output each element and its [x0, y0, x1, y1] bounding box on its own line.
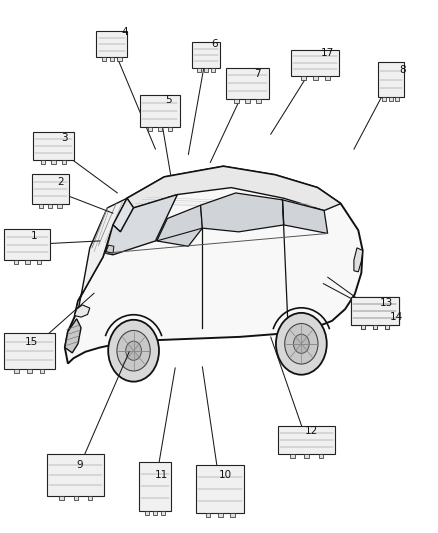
- Polygon shape: [283, 200, 328, 233]
- Bar: [382, 97, 386, 101]
- Circle shape: [126, 341, 141, 360]
- Bar: [291, 50, 339, 76]
- Circle shape: [117, 330, 150, 371]
- Polygon shape: [65, 319, 81, 353]
- Bar: [62, 160, 66, 164]
- Text: 5: 5: [165, 95, 172, 105]
- Text: 10: 10: [219, 471, 232, 480]
- Text: 2: 2: [57, 177, 64, 187]
- Bar: [40, 369, 44, 373]
- Bar: [389, 97, 393, 101]
- Bar: [4, 229, 50, 260]
- Bar: [110, 57, 114, 61]
- Polygon shape: [127, 166, 341, 211]
- Bar: [14, 260, 18, 264]
- Text: 8: 8: [399, 66, 406, 75]
- Bar: [211, 68, 215, 72]
- Bar: [153, 511, 157, 515]
- Bar: [88, 496, 92, 500]
- Polygon shape: [65, 166, 363, 364]
- Bar: [57, 204, 62, 208]
- Bar: [373, 325, 377, 329]
- Bar: [245, 99, 250, 103]
- Bar: [373, 325, 377, 329]
- Bar: [197, 68, 201, 72]
- Text: 14: 14: [390, 312, 403, 322]
- Bar: [167, 127, 172, 131]
- Bar: [39, 204, 43, 208]
- Bar: [102, 57, 106, 61]
- Circle shape: [276, 313, 327, 375]
- Polygon shape: [157, 205, 202, 246]
- Bar: [27, 369, 32, 373]
- Bar: [192, 42, 220, 68]
- Bar: [206, 513, 210, 517]
- Bar: [385, 325, 389, 329]
- Bar: [361, 325, 365, 329]
- Bar: [145, 511, 149, 515]
- Bar: [301, 76, 305, 80]
- Bar: [395, 97, 399, 101]
- Bar: [204, 68, 208, 72]
- Bar: [313, 76, 318, 80]
- Polygon shape: [113, 198, 134, 232]
- Bar: [226, 68, 269, 99]
- Bar: [96, 31, 127, 57]
- Bar: [117, 57, 122, 61]
- Bar: [33, 132, 74, 160]
- Text: 4: 4: [121, 27, 128, 37]
- Bar: [290, 454, 294, 458]
- Bar: [37, 260, 41, 264]
- Bar: [51, 160, 56, 164]
- Bar: [60, 496, 64, 500]
- Bar: [378, 62, 404, 97]
- Text: 1: 1: [31, 231, 38, 240]
- Bar: [32, 174, 69, 204]
- Polygon shape: [106, 245, 114, 253]
- Bar: [48, 204, 52, 208]
- Bar: [14, 369, 18, 373]
- Circle shape: [108, 320, 159, 382]
- Bar: [218, 513, 223, 517]
- Bar: [319, 454, 323, 458]
- Bar: [161, 511, 165, 515]
- Polygon shape: [74, 198, 127, 317]
- Bar: [139, 462, 171, 511]
- Text: 12: 12: [305, 426, 318, 435]
- Bar: [148, 127, 152, 131]
- Text: 9: 9: [76, 460, 83, 470]
- Bar: [325, 76, 330, 80]
- Bar: [230, 513, 234, 517]
- Bar: [351, 297, 399, 325]
- Bar: [47, 454, 104, 496]
- Polygon shape: [354, 248, 363, 272]
- Text: 17: 17: [321, 49, 334, 58]
- Text: 7: 7: [254, 69, 261, 78]
- Bar: [385, 325, 389, 329]
- Polygon shape: [105, 195, 177, 255]
- Bar: [158, 127, 162, 131]
- Polygon shape: [201, 193, 284, 232]
- Text: 15: 15: [25, 337, 38, 347]
- Bar: [234, 99, 239, 103]
- Bar: [351, 297, 399, 325]
- Bar: [196, 465, 244, 513]
- Circle shape: [285, 324, 318, 364]
- Bar: [140, 95, 180, 127]
- Circle shape: [293, 334, 309, 353]
- Bar: [25, 260, 30, 264]
- Bar: [304, 454, 309, 458]
- Bar: [361, 325, 365, 329]
- Bar: [256, 99, 261, 103]
- Bar: [41, 160, 46, 164]
- Bar: [4, 333, 55, 369]
- Text: 6: 6: [211, 39, 218, 49]
- Bar: [74, 496, 78, 500]
- Text: 13: 13: [380, 298, 393, 308]
- Polygon shape: [74, 305, 90, 317]
- Text: 11: 11: [155, 471, 168, 480]
- Text: 3: 3: [61, 133, 68, 142]
- Bar: [278, 426, 335, 454]
